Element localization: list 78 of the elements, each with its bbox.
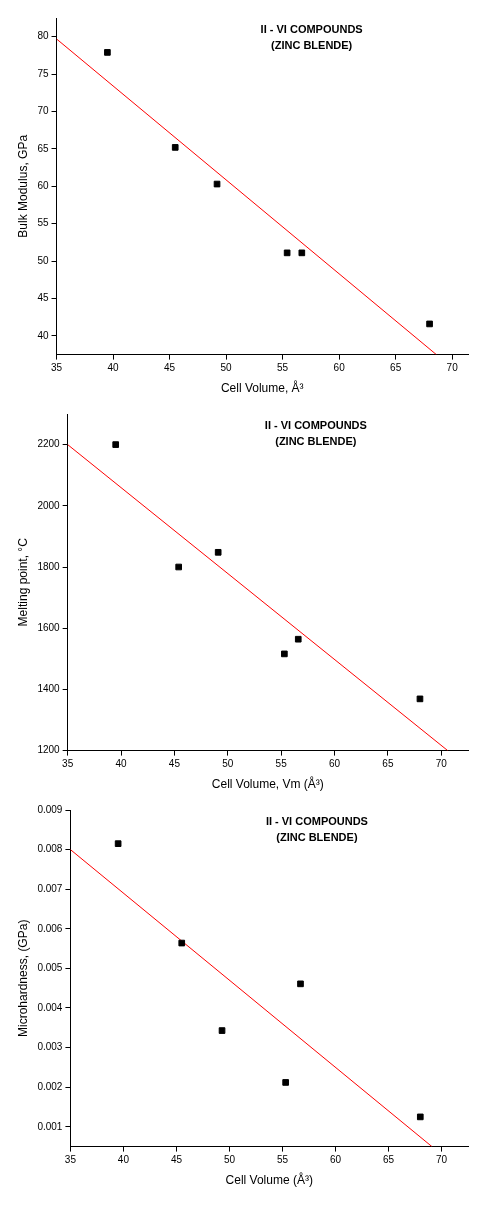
y-tick-label: 45	[37, 292, 49, 304]
point	[294, 635, 302, 643]
y-tick-label: 0.008	[37, 843, 63, 855]
x-tick-label: 50	[220, 362, 233, 374]
x-axis-title: Cell Volume (Å³)	[225, 1172, 313, 1188]
y-tick-label: 1200	[37, 744, 61, 756]
x-tick-label: 70	[435, 758, 448, 770]
point	[281, 650, 288, 658]
x-tick-label: 40	[115, 758, 128, 770]
point	[416, 1113, 424, 1121]
point	[282, 1079, 289, 1086]
y-tick-label: 75	[37, 67, 49, 79]
x-tick-label: 45	[168, 758, 181, 770]
x-tick-label: 50	[223, 1154, 236, 1166]
point	[104, 49, 111, 56]
point	[171, 144, 179, 151]
y-tick-label: 55	[37, 217, 49, 229]
x-axis-title: Cell Volume, Vm (Å³)	[211, 776, 324, 792]
x-tick-label: 65	[382, 1154, 395, 1166]
y-tick-label: 1800	[37, 560, 61, 572]
y-tick-label: 0.003	[37, 1041, 63, 1053]
x-tick-label: 70	[446, 362, 459, 374]
point	[114, 840, 122, 847]
point	[298, 249, 306, 257]
point	[112, 441, 120, 448]
y-axis-title: Bulk Modulus, GPa	[15, 134, 30, 238]
point	[218, 1027, 226, 1034]
point	[416, 695, 424, 703]
x-tick-label: 65	[390, 362, 402, 374]
point	[426, 320, 433, 328]
y-tick-label: 60	[37, 180, 49, 192]
point	[297, 980, 304, 988]
chart-title: II - VI COMPOUNDS	[264, 418, 367, 431]
text: (ZINC BLENDE)	[275, 434, 357, 447]
x-tick-label: 65	[382, 758, 394, 770]
x-tick-label: 60	[333, 362, 346, 374]
x-axis-title: Cell Volume, Å³	[220, 380, 304, 396]
y-tick-label: 1600	[37, 621, 61, 633]
y-tick-label: 0.002	[37, 1080, 63, 1092]
x-tick-label: 55	[276, 1154, 289, 1166]
text: (ZINC BLENDE)	[271, 38, 353, 51]
x-tick-label: 50	[222, 758, 234, 770]
point	[213, 180, 221, 188]
y-tick-label: 0.006	[37, 922, 63, 934]
y-axis-title: Melting point, °C	[15, 537, 30, 627]
chart-title: II - VI COMPOUNDS	[265, 814, 368, 827]
x-tick-label: 35	[64, 1154, 77, 1166]
x-tick-label: 35	[62, 758, 74, 770]
y-tick-label: 0.005	[37, 962, 63, 974]
y-tick-label: 40	[37, 329, 49, 341]
point	[283, 249, 291, 257]
text: (ZINC BLENDE)	[276, 830, 358, 843]
y-tick-label: 50	[37, 254, 49, 266]
y-tick-label: 70	[37, 105, 49, 117]
y-tick-label: 0.001	[37, 1120, 63, 1132]
y-tick-label: 0.009	[37, 803, 63, 815]
y-tick-label: 80	[37, 30, 49, 42]
x-tick-label: 40	[117, 1154, 130, 1166]
y-tick-label: 0.007	[37, 882, 63, 894]
y-tick-label: 65	[37, 142, 49, 154]
x-tick-label: 60	[329, 1154, 342, 1166]
x-tick-label: 60	[328, 758, 341, 770]
x-tick-label: 45	[164, 362, 176, 374]
y-axis-title: Microhardness, (GPa)	[15, 919, 30, 1037]
y-tick-label: 2000	[37, 499, 61, 511]
point	[178, 939, 186, 947]
point	[214, 548, 222, 556]
x-tick-label: 55	[275, 758, 288, 770]
y-tick-label: 2200	[37, 438, 61, 450]
y-tick-label: 1400	[37, 683, 61, 695]
x-tick-label: 35	[50, 362, 63, 374]
x-tick-label: 55	[277, 362, 289, 374]
x-tick-label: 45	[170, 1154, 183, 1166]
x-tick-label: 40	[107, 362, 120, 374]
x-tick-label: 70	[435, 1154, 448, 1166]
chart-title: II - VI COMPOUNDS	[260, 22, 363, 35]
point	[175, 563, 183, 571]
y-tick-label: 0.004	[37, 1001, 63, 1013]
